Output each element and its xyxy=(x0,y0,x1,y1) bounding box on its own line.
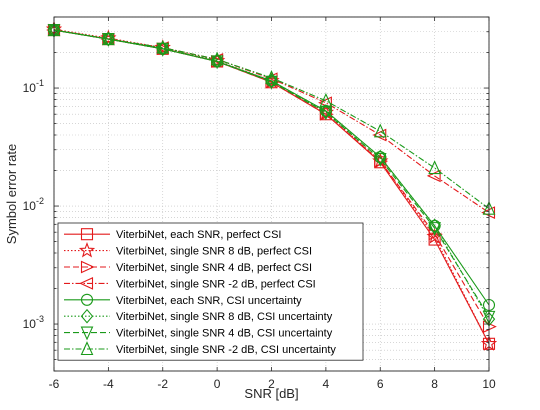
data-point xyxy=(210,55,224,70)
y-tick-label: 10-1 xyxy=(23,78,44,95)
legend-item: ViterbiNet, single SNR 8 dB, CSI uncerta… xyxy=(64,308,333,324)
x-tick-label: 6 xyxy=(377,377,384,391)
series-line xyxy=(53,29,490,210)
series-8 xyxy=(47,22,496,215)
legend-item: ViterbiNet, each SNR, CSI uncertainty xyxy=(64,293,302,307)
data-point xyxy=(319,106,333,121)
legend-label: ViterbiNet, single SNR -2 dB, CSI uncert… xyxy=(116,344,336,356)
legend-marker xyxy=(79,277,94,290)
legend-marker xyxy=(80,293,94,306)
axes-box xyxy=(53,16,490,372)
legend-marker xyxy=(80,326,94,341)
x-tick-label: 4 xyxy=(323,377,330,391)
y-axis-label: Symbol error rate xyxy=(4,144,19,244)
x-tick-label: -4 xyxy=(103,377,114,391)
legend-item: ViterbiNet, single SNR 8 dB, perfect CSI xyxy=(64,242,312,258)
series-layer xyxy=(45,20,498,351)
legend-marker xyxy=(80,308,94,324)
x-tick-label: -6 xyxy=(49,377,60,391)
x-axis-label: SNR [dB] xyxy=(244,386,298,401)
legend-item: ViterbiNet, single SNR -2 dB, CSI uncert… xyxy=(64,341,336,356)
data-point xyxy=(319,92,333,107)
x-tick-label: 2 xyxy=(268,377,275,391)
x-tick-label: 10 xyxy=(482,377,496,391)
data-point xyxy=(373,153,387,167)
data-point xyxy=(481,206,496,219)
data-point xyxy=(428,222,441,236)
axes: -6 -4 -2 0 2 4 6 8 10 10-3 10-2 10-1 xyxy=(23,16,496,391)
legend-label: ViterbiNet, single SNR 8 dB, perfect CSI xyxy=(116,246,312,258)
data-point xyxy=(374,149,387,165)
data-point xyxy=(102,31,115,46)
legend-item: ViterbiNet, single SNR 4 dB, perfect CSI xyxy=(64,260,312,274)
legend-item: ViterbiNet, single SNR -2 dB, perfect CS… xyxy=(64,277,316,290)
legend-label: ViterbiNet, each SNR, perfect CSI xyxy=(116,229,281,241)
data-point xyxy=(265,75,278,90)
y-tick-label: 10-2 xyxy=(23,196,44,213)
data-point xyxy=(372,128,387,142)
legend-label: ViterbiNet, single SNR 4 dB, perfect CSI xyxy=(116,262,312,274)
legend-label: ViterbiNet, single SNR 4 dB, CSI uncerta… xyxy=(116,328,333,340)
data-point xyxy=(428,160,441,175)
data-point xyxy=(373,123,387,138)
data-point xyxy=(482,320,497,334)
data-point xyxy=(265,70,278,84)
legend-marker xyxy=(80,341,94,356)
legend-marker xyxy=(78,242,96,258)
y-tick-label: 10-3 xyxy=(23,314,44,331)
data-point xyxy=(210,51,224,66)
legend-item: ViterbiNet, single SNR 4 dB, CSI uncerta… xyxy=(64,326,333,341)
legend-label: ViterbiNet, each SNR, CSI uncertainty xyxy=(116,295,302,307)
x-tick-label: -2 xyxy=(157,377,168,391)
data-point xyxy=(156,39,170,54)
legend-label: ViterbiNet, single SNR 8 dB, CSI uncerta… xyxy=(116,311,333,323)
x-tick-label: 0 xyxy=(214,377,221,391)
data-point xyxy=(156,42,170,57)
legend-label: ViterbiNet, single SNR -2 dB, perfect CS… xyxy=(116,278,316,290)
legend-marker xyxy=(80,260,95,274)
legend-marker xyxy=(80,228,94,241)
legend-box xyxy=(57,222,364,361)
legend-item: ViterbiNet, each SNR, perfect CSI xyxy=(64,228,281,241)
x-tick-label: 8 xyxy=(431,377,438,391)
data-point xyxy=(428,218,441,234)
legend: ViterbiNet, each SNR, perfect CSI Viterbi… xyxy=(57,222,364,361)
